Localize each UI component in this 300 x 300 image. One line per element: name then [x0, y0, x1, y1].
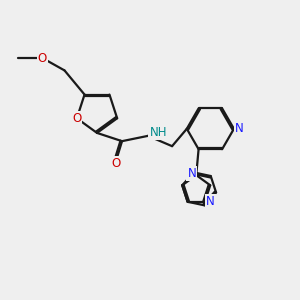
Text: N: N: [235, 122, 244, 135]
Text: O: O: [38, 52, 47, 64]
Text: O: O: [72, 112, 82, 125]
Text: N: N: [206, 195, 214, 208]
Text: N: N: [188, 167, 196, 180]
Text: NH: NH: [149, 126, 167, 139]
Text: O: O: [111, 157, 120, 170]
